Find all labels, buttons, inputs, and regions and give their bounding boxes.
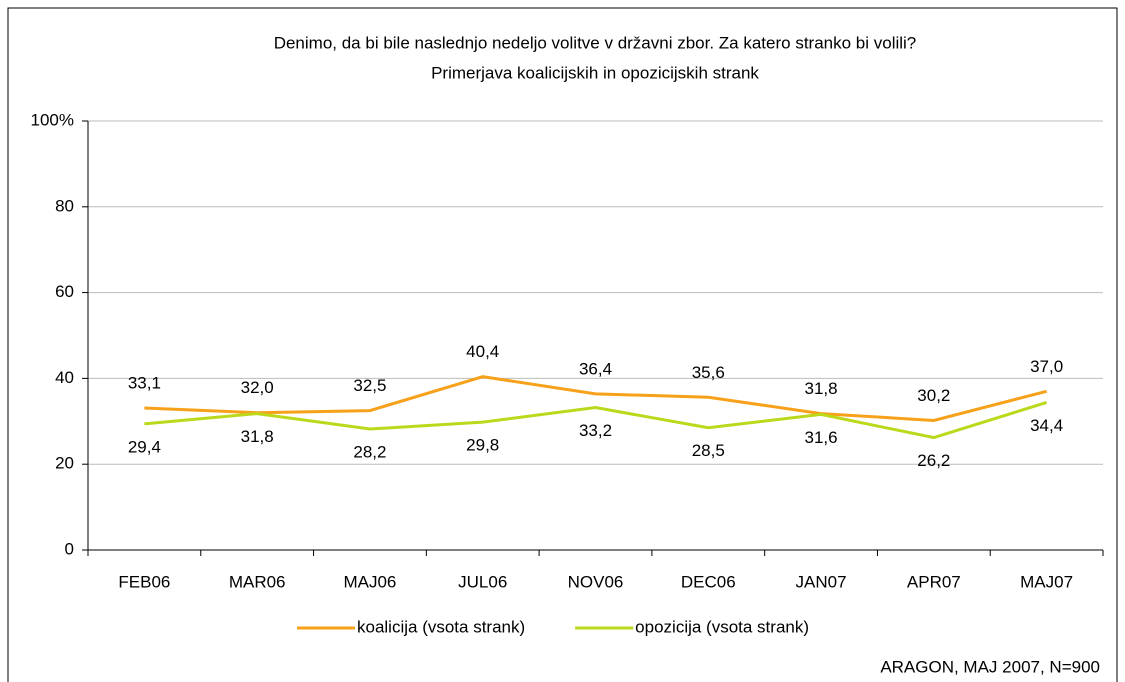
legend-label: opozicija (vsota strank) <box>635 617 809 636</box>
x-tick-label: MAJ06 <box>343 572 396 591</box>
data-label: 31,8 <box>241 427 274 446</box>
y-tick-label: 40 <box>55 368 74 387</box>
x-tick-label: JAN07 <box>796 572 847 591</box>
x-tick-label: MAJ07 <box>1020 572 1073 591</box>
chart-subtitle: Primerjava koalicijskih in opozicijskih … <box>431 63 759 82</box>
y-tick-label: 0 <box>65 539 74 558</box>
x-tick-label: MAR06 <box>229 572 286 591</box>
data-label: 28,5 <box>692 441 725 460</box>
data-label: 40,4 <box>466 342 499 361</box>
legend-label: koalicija (vsota strank) <box>357 617 525 636</box>
x-tick-label: FEB06 <box>118 572 170 591</box>
y-tick-label: 100% <box>31 110 74 129</box>
data-label: 31,8 <box>805 379 838 398</box>
data-label: 34,4 <box>1030 416 1063 435</box>
series-line <box>144 400 1048 440</box>
series-line <box>144 375 1047 422</box>
data-label: 31,6 <box>805 428 838 447</box>
source-note: ARAGON, MAJ 2007, N=900 <box>880 657 1100 676</box>
data-label: 28,2 <box>353 443 386 462</box>
data-label: 33,2 <box>579 421 612 440</box>
data-label: 26,2 <box>917 451 950 470</box>
data-label: 35,6 <box>692 363 725 382</box>
chart-title: Denimo, da bi bile naslednjo nedeljo vol… <box>274 33 917 52</box>
y-tick-label: 80 <box>55 196 74 215</box>
x-tick-label: JUL06 <box>458 572 507 591</box>
data-label: 33,1 <box>128 373 161 392</box>
x-tick-label: APR07 <box>907 572 961 591</box>
data-label: 32,5 <box>353 376 386 395</box>
x-tick-label: DEC06 <box>681 572 736 591</box>
y-tick-label: 20 <box>55 454 74 473</box>
y-tick-label: 60 <box>55 282 74 301</box>
chart-frame <box>7 7 1118 682</box>
data-label: 32,0 <box>241 378 274 397</box>
data-label: 37,0 <box>1030 357 1063 376</box>
data-label: 36,4 <box>579 359 612 378</box>
data-label: 30,2 <box>917 386 950 405</box>
data-label: 29,4 <box>128 437 161 456</box>
data-label: 29,8 <box>466 436 499 455</box>
x-tick-label: NOV06 <box>568 572 624 591</box>
